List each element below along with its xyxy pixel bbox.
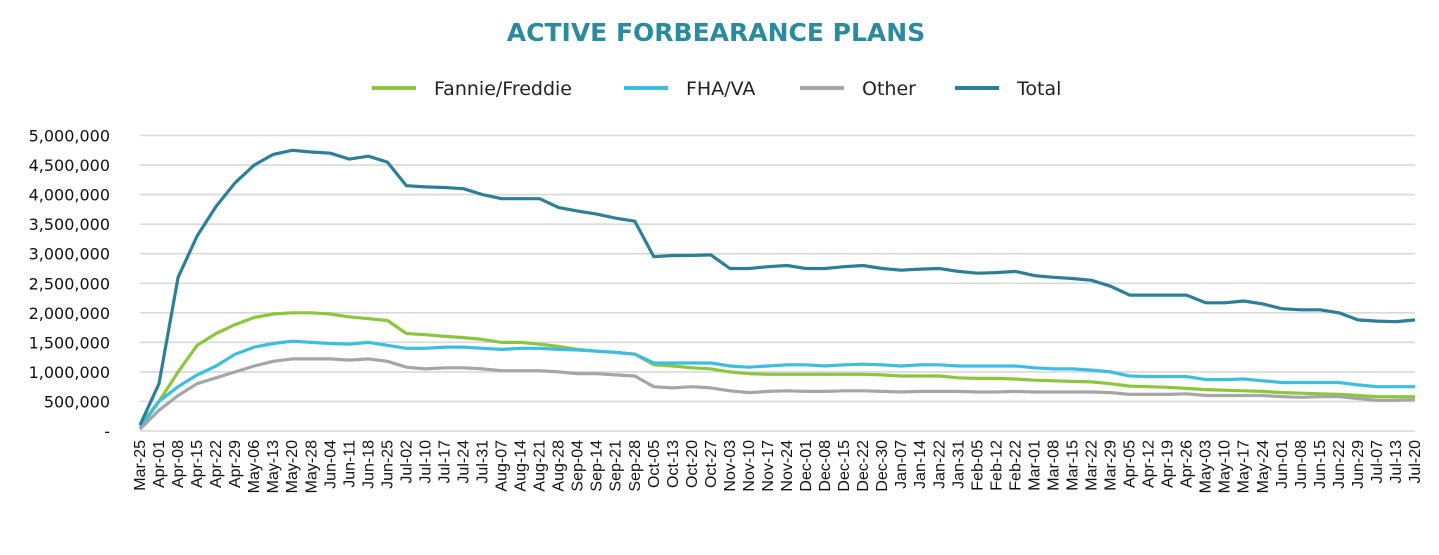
x-tick-label: Apr-01	[151, 440, 168, 488]
x-tick-label: May-10	[1217, 440, 1234, 493]
x-tick-label: Dec-22	[855, 440, 872, 492]
x-tick-label: Mar-08	[1045, 440, 1062, 491]
x-tick-label: Jul-10	[417, 440, 434, 484]
x-tick-label: Jul-02	[398, 440, 415, 484]
legend: Fannie/Freddie FHA/VA Other Total	[372, 78, 1061, 100]
y-tick-label: -	[104, 422, 110, 441]
x-tick-label: Nov-17	[760, 440, 777, 492]
x-tick-label: Sep-04	[570, 440, 587, 492]
x-tick-label: May-13	[265, 440, 282, 493]
y-tick-label: 5,000,000	[29, 127, 110, 146]
series-lines	[138, 148, 1416, 431]
x-tick-label: Feb-05	[969, 440, 986, 491]
x-tick-label: Nov-10	[741, 440, 758, 492]
x-tick-label: Apr-22	[208, 440, 225, 488]
x-tick-label: Jan-22	[931, 440, 948, 489]
x-tick-label: Feb-12	[988, 440, 1005, 491]
legend-label: Total	[1016, 78, 1061, 100]
x-tick-label: Aug-28	[551, 440, 568, 492]
x-tick-label: Apr-15	[189, 440, 206, 488]
x-tick-label: Mar-22	[1083, 440, 1100, 491]
series-line-fannie-freddie	[138, 311, 1415, 427]
x-tick-label: Jul-31	[475, 440, 492, 484]
x-tick-label: May-20	[284, 440, 301, 493]
x-tick-label: Apr-05	[1122, 440, 1139, 488]
chart-title: ACTIVE FORBEARANCE PLANS	[507, 18, 925, 47]
y-tick-label: 2,500,000	[29, 274, 110, 293]
x-tick-label: Oct-05	[646, 440, 663, 488]
gridlines	[140, 134, 1415, 432]
x-tick-label: Jan-14	[912, 440, 929, 489]
x-tick-label: Jul-24	[456, 440, 473, 484]
x-tick-label: Dec-30	[874, 440, 891, 492]
x-tick-label: Aug-21	[532, 440, 549, 492]
x-tick-label: Dec-15	[836, 440, 853, 492]
x-tick-label: Sep-28	[627, 440, 644, 492]
series-line-fha-va	[138, 339, 1415, 429]
x-tick-label: Mar-29	[1103, 440, 1120, 491]
x-tick-label: Apr-26	[1179, 440, 1196, 488]
legend-item: Total	[955, 78, 1061, 100]
x-tick-label: Jun-08	[1293, 440, 1310, 489]
legend-item: FHA/VA	[624, 78, 755, 100]
series-line-total	[138, 148, 1416, 426]
x-tick-label: Mar-01	[1026, 440, 1043, 491]
legend-label: Other	[862, 78, 916, 100]
x-tick-label: Nov-03	[722, 440, 739, 492]
x-tick-label: Jun-04	[322, 440, 339, 489]
x-tick-label: Oct-13	[665, 440, 682, 488]
y-tick-label: 500,000	[44, 392, 110, 411]
y-tick-label: 3,000,000	[29, 245, 110, 264]
x-tick-label: May-06	[246, 440, 263, 493]
y-axis: - 500,000 1,000,000 1,500,000 2,000,000 2,500…	[29, 127, 110, 442]
x-tick-label: May-28	[303, 440, 320, 493]
y-tick-label: 1,000,000	[29, 363, 110, 382]
x-tick-label: May-17	[1236, 440, 1253, 493]
x-tick-label: Apr-08	[170, 440, 187, 488]
x-tick-label: Jun-29	[1350, 440, 1367, 489]
x-tick-label: Jun-11	[341, 440, 358, 488]
legend-label: Fannie/Freddie	[434, 78, 572, 100]
x-axis: Mar-25 Apr-01 Apr-08 Apr-15 Apr-22 Apr-29 May-…	[132, 440, 1424, 493]
y-tick-label: 3,500,000	[29, 215, 110, 234]
x-tick-label: Jun-18	[360, 440, 377, 489]
x-tick-label: Jul-07	[1369, 440, 1386, 484]
legend-label: FHA/VA	[686, 78, 755, 100]
x-tick-label: May-24	[1255, 440, 1272, 493]
y-tick-label: 4,000,000	[29, 186, 110, 205]
y-tick-label: 4,500,000	[29, 156, 110, 175]
x-tick-label: Dec-08	[817, 440, 834, 492]
series-line-other	[138, 357, 1416, 431]
x-tick-label: Jan-31	[950, 440, 967, 489]
x-tick-label: Jul-20	[1407, 440, 1424, 484]
y-tick-label: 1,500,000	[29, 333, 110, 352]
x-tick-label: Sep-21	[608, 440, 625, 492]
x-tick-label: Jul-13	[1388, 440, 1405, 484]
x-tick-label: Feb-22	[1007, 440, 1024, 491]
x-tick-label: Dec-01	[798, 440, 815, 492]
x-tick-label: Jun-25	[379, 440, 396, 489]
x-tick-label: Jul-17	[436, 440, 453, 484]
x-tick-label: Oct-27	[703, 440, 720, 488]
x-tick-label: Apr-29	[227, 440, 244, 488]
x-tick-label: May-03	[1198, 440, 1215, 493]
x-tick-label: Sep-14	[589, 440, 606, 492]
legend-item: Other	[800, 78, 916, 100]
x-tick-label: Apr-12	[1141, 440, 1158, 488]
x-tick-label: Mar-15	[1064, 440, 1081, 491]
x-tick-label: Jan-07	[893, 440, 910, 489]
x-tick-label: Aug-14	[513, 440, 530, 492]
x-tick-label: Jun-15	[1312, 440, 1329, 489]
x-tick-label: Apr-19	[1160, 440, 1177, 488]
x-tick-label: Mar-25	[132, 440, 149, 491]
x-tick-label: Aug-07	[494, 440, 511, 492]
x-tick-label: Oct-20	[684, 440, 701, 488]
x-tick-label: Jun-22	[1331, 440, 1348, 489]
x-tick-label: Jun-01	[1274, 440, 1291, 489]
y-tick-label: 2,000,000	[29, 304, 110, 323]
x-tick-label: Nov-24	[779, 440, 796, 492]
legend-item: Fannie/Freddie	[372, 78, 572, 100]
